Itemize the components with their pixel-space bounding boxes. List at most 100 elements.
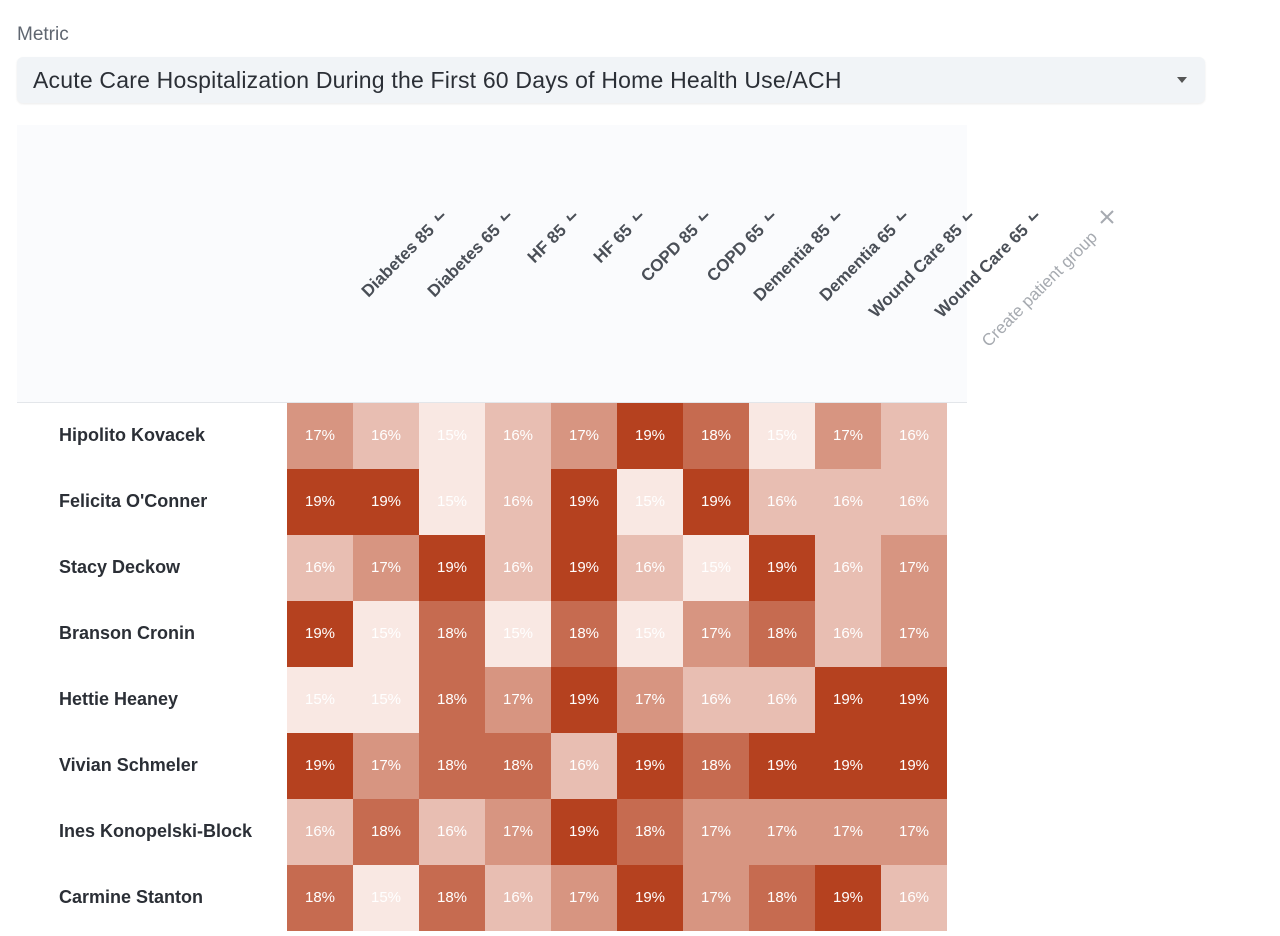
cell-label: 19% bbox=[569, 559, 599, 576]
cell-label: 15% bbox=[371, 889, 401, 906]
row-label: Branson Cronin bbox=[59, 623, 195, 643]
cell-label: 17% bbox=[503, 691, 533, 708]
heat-cell bbox=[815, 535, 881, 601]
heat-cell bbox=[485, 601, 551, 667]
cell-label: 19% bbox=[833, 889, 863, 906]
cell-label: 16% bbox=[569, 757, 599, 774]
cell-label: 18% bbox=[701, 757, 731, 774]
cell-label: 17% bbox=[833, 427, 863, 444]
heat-cell bbox=[617, 403, 683, 469]
heat-cell bbox=[815, 865, 881, 931]
cell-label: 16% bbox=[371, 427, 401, 444]
heat-cell bbox=[287, 667, 353, 733]
cell-label: 17% bbox=[899, 625, 929, 642]
cell-label: 18% bbox=[437, 691, 467, 708]
heat-cell bbox=[353, 535, 419, 601]
cell-label: 15% bbox=[437, 427, 467, 444]
row-label: Ines Konopelski-Block bbox=[59, 821, 253, 841]
cell-label: 16% bbox=[437, 823, 467, 840]
cell-label: 18% bbox=[767, 625, 797, 642]
heat-cell bbox=[881, 469, 947, 535]
header-background bbox=[17, 125, 967, 402]
cell-label: 19% bbox=[305, 757, 335, 774]
sort-chevron[interactable] bbox=[1028, 213, 1039, 222]
cell-label: 19% bbox=[305, 493, 335, 510]
sort-chevron[interactable] bbox=[698, 213, 709, 222]
heat-cell bbox=[419, 601, 485, 667]
heat-cell bbox=[485, 865, 551, 931]
heat-cell bbox=[815, 601, 881, 667]
cell-label: 17% bbox=[503, 823, 533, 840]
cell-label: 17% bbox=[569, 889, 599, 906]
heat-cell bbox=[815, 403, 881, 469]
heat-cell bbox=[749, 469, 815, 535]
heat-cell bbox=[485, 799, 551, 865]
cell-label: 17% bbox=[701, 625, 731, 642]
cell-label: 17% bbox=[899, 559, 929, 576]
heat-cell bbox=[683, 799, 749, 865]
cell-label: 16% bbox=[503, 493, 533, 510]
cell-label: 17% bbox=[767, 823, 797, 840]
cell-label: 19% bbox=[371, 493, 401, 510]
cell-label: 18% bbox=[437, 889, 467, 906]
cell-label: 18% bbox=[767, 889, 797, 906]
heat-cell bbox=[287, 535, 353, 601]
heat-cell bbox=[353, 865, 419, 931]
cell-label: 17% bbox=[569, 427, 599, 444]
heat-cell bbox=[815, 469, 881, 535]
row-label: Vivian Schmeler bbox=[59, 755, 198, 775]
cell-label: 17% bbox=[371, 559, 401, 576]
select-value: Acute Care Hospitalization During the Fi… bbox=[33, 67, 842, 93]
cell-label: 16% bbox=[899, 493, 929, 510]
cell-label: 15% bbox=[371, 691, 401, 708]
cell-label: 19% bbox=[569, 823, 599, 840]
cell-label: 19% bbox=[569, 691, 599, 708]
cell-label: 19% bbox=[437, 559, 467, 576]
cell-label: 15% bbox=[635, 493, 665, 510]
heat-cell bbox=[617, 667, 683, 733]
sort-chevron[interactable] bbox=[764, 213, 775, 222]
sort-chevron[interactable] bbox=[962, 213, 973, 222]
heat-cell bbox=[353, 799, 419, 865]
cell-label: 16% bbox=[899, 889, 929, 906]
sort-chevron[interactable] bbox=[500, 213, 511, 222]
cell-label: 15% bbox=[305, 691, 335, 708]
cell-label: 18% bbox=[371, 823, 401, 840]
heat-cell bbox=[881, 865, 947, 931]
sort-chevron[interactable] bbox=[632, 213, 643, 222]
sort-chevron[interactable] bbox=[830, 213, 841, 222]
cell-label: 19% bbox=[899, 691, 929, 708]
cell-label: 15% bbox=[503, 625, 533, 642]
heat-cell bbox=[683, 601, 749, 667]
heat-cell bbox=[419, 535, 485, 601]
dropdown-caret bbox=[1177, 77, 1187, 83]
heat-cell bbox=[749, 601, 815, 667]
heat-cell bbox=[815, 733, 881, 799]
close-icon[interactable] bbox=[1100, 210, 1114, 224]
cell-label: 16% bbox=[305, 559, 335, 576]
heat-cell bbox=[485, 733, 551, 799]
heat-cell bbox=[551, 667, 617, 733]
heat-cell bbox=[617, 865, 683, 931]
heat-cell bbox=[485, 469, 551, 535]
heat-cell bbox=[287, 403, 353, 469]
cell-label: 17% bbox=[701, 889, 731, 906]
cell-label: 19% bbox=[635, 889, 665, 906]
cell-label: 16% bbox=[899, 427, 929, 444]
row-label: Stacy Deckow bbox=[59, 557, 181, 577]
heat-cell bbox=[617, 601, 683, 667]
heat-cell bbox=[287, 799, 353, 865]
cell-label: 16% bbox=[503, 427, 533, 444]
heat-cell bbox=[617, 535, 683, 601]
metric-select[interactable]: Acute Care Hospitalization During the Fi… bbox=[17, 57, 1205, 103]
heat-cell bbox=[617, 799, 683, 865]
heat-cell bbox=[749, 667, 815, 733]
cell-label: 15% bbox=[371, 625, 401, 642]
sort-chevron[interactable] bbox=[566, 213, 577, 222]
heat-cell bbox=[815, 667, 881, 733]
sort-chevron[interactable] bbox=[896, 213, 907, 222]
heat-cell bbox=[683, 535, 749, 601]
cell-label: 17% bbox=[635, 691, 665, 708]
sort-chevron[interactable] bbox=[434, 213, 445, 222]
heat-cell bbox=[353, 733, 419, 799]
